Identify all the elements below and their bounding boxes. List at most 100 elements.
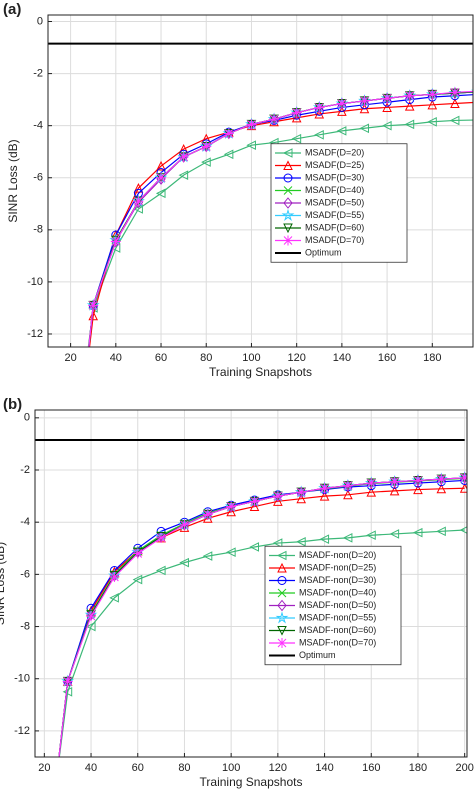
marker [277, 562, 287, 573]
x-tick-label: 60 [132, 762, 144, 774]
legend-label: MSADF-non(D=50) [299, 600, 376, 610]
marker [132, 548, 143, 559]
marker [78, 408, 86, 416]
marker [86, 611, 97, 622]
marker [427, 99, 438, 110]
marker [133, 196, 144, 207]
marker [52, 779, 60, 787]
y-tick-label: -12 [14, 725, 30, 737]
y-tick-label: 0 [37, 15, 43, 27]
y-tick-label: -10 [14, 673, 30, 685]
marker [78, 407, 86, 417]
x-tick-label: 140 [333, 352, 351, 364]
plot-area [48, 42, 473, 417]
marker [155, 565, 166, 576]
marker [291, 107, 302, 118]
x-tick-label: 20 [38, 762, 50, 774]
marker [272, 538, 283, 548]
marker [319, 490, 330, 501]
marker [249, 542, 260, 552]
marker [62, 676, 73, 687]
legend-label: MSADF(D=40) [305, 185, 364, 195]
marker [277, 599, 287, 612]
x-tick-label: 160 [378, 352, 396, 364]
x-tick-label: 160 [362, 762, 380, 774]
marker [77, 407, 87, 417]
legend-label: MSADF(D=55) [305, 210, 364, 220]
marker [283, 197, 293, 209]
marker [226, 506, 236, 517]
y-tick-label: -4 [20, 516, 30, 528]
marker [283, 235, 293, 246]
marker [85, 621, 96, 632]
marker [272, 491, 283, 502]
marker [133, 183, 144, 193]
marker [77, 407, 87, 416]
legend-label: MSADF-non(D=25) [299, 562, 376, 572]
marker [427, 116, 437, 127]
marker [336, 98, 347, 109]
series-line [58, 477, 465, 757]
marker [88, 300, 99, 311]
marker [449, 87, 460, 98]
marker [277, 576, 287, 585]
y-tick-label: -4 [33, 120, 43, 132]
marker [277, 638, 287, 648]
legend-label: MSADF-non(D=40) [299, 587, 376, 597]
series-line [58, 477, 465, 757]
marker [178, 151, 189, 162]
marker [389, 476, 400, 487]
marker [52, 779, 60, 787]
marker [314, 129, 324, 140]
marker [156, 532, 167, 543]
x-tick-label: 120 [287, 352, 305, 364]
marker [412, 475, 423, 486]
legend-label: MSADF(D=20) [305, 147, 364, 157]
x-tick-label: 200 [455, 762, 473, 774]
marker [342, 533, 353, 543]
x-tick-label: 40 [85, 762, 97, 774]
marker [283, 160, 293, 170]
marker [281, 208, 295, 221]
x-tick-label: 140 [315, 762, 333, 774]
marker [404, 101, 415, 111]
marker [366, 487, 377, 497]
x-tick-label: 40 [110, 352, 122, 364]
marker [283, 173, 293, 183]
legend-label: MSADF-non(D=70) [299, 637, 376, 647]
x-axis-label: Training Snapshots [209, 365, 312, 379]
legend-label: Optimum [299, 650, 336, 660]
x-tick-label: 180 [409, 762, 427, 774]
marker [132, 574, 143, 585]
marker [336, 126, 347, 136]
x-tick-label: 120 [269, 762, 287, 774]
marker [381, 120, 392, 131]
legend: MSADF-non(D=20) MSADF-non(D=25) MSADF-non(… [264, 545, 402, 666]
y-tick-label: -6 [33, 172, 43, 184]
marker [459, 472, 467, 483]
marker [459, 526, 467, 534]
x-tick-label: 60 [155, 352, 167, 364]
marker [52, 779, 60, 787]
legend-label: MSADF-non(D=55) [299, 612, 376, 622]
marker [413, 484, 423, 495]
legend-label: Optimum [305, 247, 342, 257]
marker [226, 501, 237, 512]
marker [436, 526, 446, 537]
marker [109, 571, 120, 582]
marker [277, 626, 287, 636]
marker [296, 487, 307, 498]
marker [382, 102, 392, 112]
series-line [58, 529, 465, 757]
marker [269, 114, 280, 125]
y-axis-label: SINR Loss (dB) [6, 139, 20, 222]
series-line [58, 487, 465, 757]
marker [342, 480, 353, 491]
axes-frame [47, 14, 474, 348]
marker [52, 779, 60, 787]
marker [223, 149, 234, 160]
marker [359, 123, 369, 134]
marker [296, 493, 307, 504]
y-tick-label: -8 [33, 224, 43, 236]
